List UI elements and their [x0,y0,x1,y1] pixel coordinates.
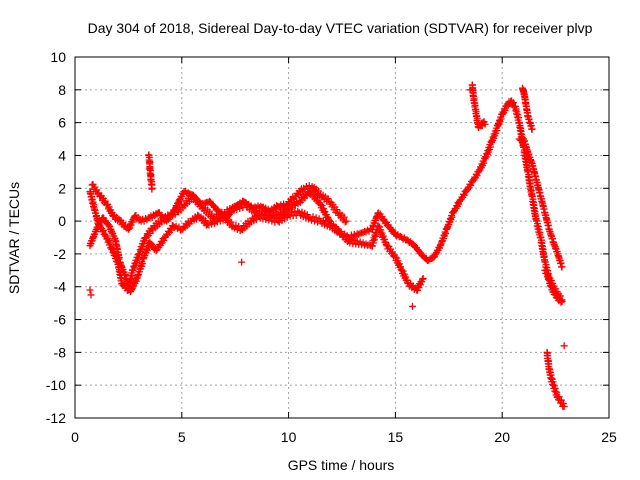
data-point-main-trace [324,214,332,222]
data-point-lower-branch [418,275,426,283]
y-tick-label: -8 [54,344,67,360]
data-point-main-trace [460,191,468,199]
y-tick-label: -12 [46,410,66,426]
data-point-main-trace [99,226,107,234]
data-point-lower-branch [342,233,350,241]
x-tick-label: 20 [494,429,510,445]
data-point-main-trace [180,201,188,209]
data-point-late-mid-segment [542,267,550,275]
y-tick-label: -2 [54,246,67,262]
data-point-lower-branch [314,218,322,226]
data-point-lower-branch [201,217,209,225]
data-point-isolated-points [87,291,95,299]
data-point-upper-branch [342,217,350,225]
plot-frame [74,56,610,419]
data-point-isolated-points [86,286,94,294]
data-point-lower-branch [227,218,235,226]
y-tick-label: 2 [58,180,66,196]
data-point-isolated-points [408,302,416,310]
data-point-main-trace [295,197,303,205]
y-tick-label: -4 [54,279,67,295]
data-point-lower-branch [160,237,168,245]
data-point-spike-3-5h [148,184,156,192]
data-point-spike-18-6h [481,120,489,128]
data-point-spike-21h [528,125,536,133]
data-point-main-trace [317,201,325,209]
data-point-upper-branch [229,206,237,214]
data-point-lower-branch [419,275,427,283]
data-point-upper-branch [315,187,323,195]
x-tick-label: 0 [71,429,79,445]
chart-title: Day 304 of 2018, Sidereal Day-to-day VTE… [88,20,593,36]
x-tick-label: 25 [601,429,617,445]
data-point-isolated-points [238,258,246,266]
y-tick-label: -10 [46,377,66,393]
y-tick-label: -6 [54,312,67,328]
data-point-lower-branch [266,213,274,221]
data-point-main-trace [146,229,154,237]
y-tick-label: 6 [58,115,66,131]
data-point-late-low-segment [560,403,568,411]
data-point-main-trace [467,181,475,189]
data-point-lower-branch [268,217,276,225]
data-point-lower-branch [265,216,273,224]
x-tick-label: 5 [178,429,186,445]
data-point-late-mid-segment [558,297,566,305]
x-tick-label: 15 [388,429,404,445]
y-tick-label: 8 [58,82,66,98]
x-axis-title: GPS time / hours [288,457,395,473]
data-points [86,81,568,411]
data-point-main-trace [473,172,481,180]
data-point-isolated-points [466,86,474,94]
data-point-main-trace [321,207,329,215]
data-point-lower-branch [311,217,319,225]
data-point-upper-branch [333,206,341,214]
data-point-lower-branch [269,214,277,222]
data-point-late-low-segment [559,399,567,407]
data-point-upper-branch [341,218,349,226]
y-tick-label: 0 [58,213,66,229]
y-tick-label: 10 [50,49,66,65]
data-point-tail-descent [558,263,566,271]
axis-ticks: 0 5 10 15 20 25 -12 -10 -8 -6 -4 -2 0 2 4 6 8 10 [46,49,617,445]
data-point-isolated-points [560,342,568,350]
data-point-upper-branch [340,213,348,221]
data-point-lower-branch [309,213,317,221]
x-tick-label: 10 [281,429,297,445]
y-tick-label: 4 [58,147,66,163]
data-point-lower-branch [312,214,320,222]
data-point-late-mid-segment [557,298,565,306]
data-point-lower-branch [307,216,315,224]
y-axis-title: SDTVAR / TECUs [6,182,22,294]
data-point-main-trace [509,99,517,107]
data-point-main-trace [501,107,509,115]
